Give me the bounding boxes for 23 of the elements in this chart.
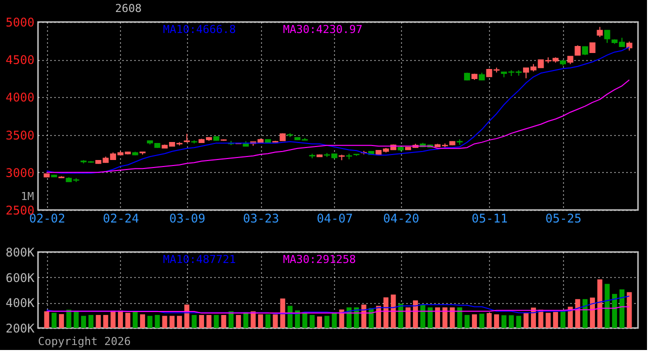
y-tick-label: 400K xyxy=(6,296,36,310)
chart-title: 2608 xyxy=(115,2,142,15)
text: MA10:487721 xyxy=(163,253,236,266)
x-tick-label: 05-11 xyxy=(472,212,508,226)
text: MA10:4666.8 xyxy=(163,23,236,36)
y-tick-label: 5000 xyxy=(6,16,34,30)
x-tick-label: 02-24 xyxy=(102,212,139,226)
x-tick-label: 03-23 xyxy=(243,212,280,226)
text: Copyright 2026 xyxy=(38,335,131,348)
y-tick-label: 4000 xyxy=(6,90,34,105)
x-tick-label: 03-09 xyxy=(169,212,206,226)
y-tick-label: 3000 xyxy=(6,166,34,180)
x-tick-label: 04-07 xyxy=(316,212,353,226)
y-tick-label: 3500 xyxy=(6,128,34,142)
text: MA30:291258 xyxy=(283,253,356,266)
text: 1M xyxy=(20,190,34,203)
text: MA30:4230.97 xyxy=(283,23,362,36)
y-tick-label: 200K xyxy=(6,322,36,336)
y-tick-label: 4500 xyxy=(6,53,34,68)
y-tick-label: 800K xyxy=(6,246,36,260)
x-tick-label: 04-20 xyxy=(383,212,420,226)
y-tick-label: 600K xyxy=(6,270,36,285)
x-tick-label: 05-25 xyxy=(545,212,582,226)
